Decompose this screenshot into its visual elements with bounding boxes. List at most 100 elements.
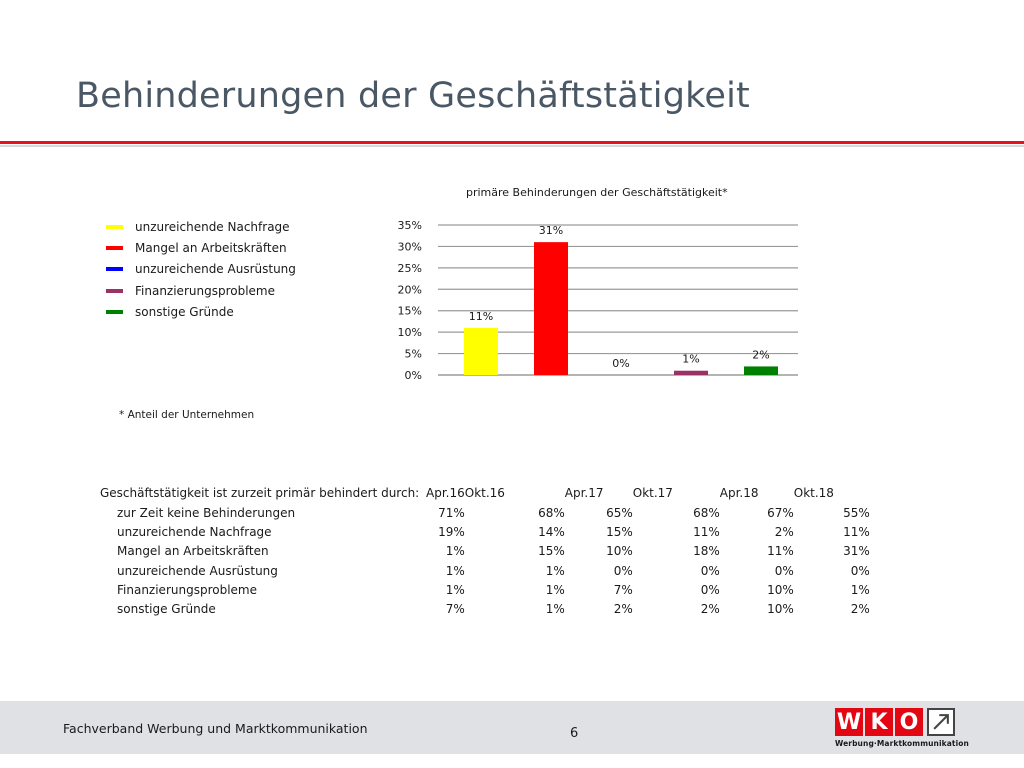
bar-chart: 0% 5% 10% 15% 20% 25% 30% 35% 11% 31% 0% 1% 2%: [398, 219, 798, 382]
table-cell: 2%: [850, 602, 870, 617]
legend-item: Mangel an Arbeitskräften: [106, 237, 296, 258]
table-cell: 31%: [843, 544, 870, 559]
table-cell: 14%: [538, 524, 565, 539]
footer: Fachverband Werbung und Marktkommunikati…: [0, 701, 1024, 754]
logo-letter: K: [865, 708, 893, 736]
footer-organization: Fachverband Werbung und Marktkommunikati…: [63, 721, 368, 736]
data-table: Geschäftstätigkeit ist zurzeit primär be…: [100, 483, 870, 619]
legend-swatch: [106, 245, 123, 250]
table-cell: 15%: [538, 544, 565, 559]
y-tick-label: 30%: [398, 240, 422, 253]
bar: [464, 327, 498, 375]
legend-item: sonstige Gründe: [106, 301, 296, 322]
table-cell: 1%: [545, 582, 565, 597]
row-label: sonstige Gründe: [117, 602, 216, 617]
table-row: unzureichende Ausrüstung 1% 1% 0% 0% 0% 0%: [100, 561, 870, 580]
legend-label: Mangel an Arbeitskräften: [135, 240, 287, 255]
table-cell: 55%: [843, 505, 870, 520]
table-cell: 1%: [445, 582, 465, 597]
column-header: Okt.17: [632, 486, 673, 500]
table-cell: 10%: [606, 544, 633, 559]
table-cell: 2%: [774, 524, 794, 539]
table-cell: 65%: [606, 505, 633, 520]
y-tick-label: 5%: [405, 348, 422, 361]
table-cell: 11%: [767, 544, 794, 559]
title-divider-red: [0, 141, 1024, 144]
arrow-icon: [927, 708, 955, 736]
data-label: 31%: [539, 224, 563, 237]
page-number: 6: [570, 726, 579, 741]
title-divider-grey: [0, 145, 1024, 147]
y-tick-label: 20%: [398, 283, 422, 296]
legend-item: Finanzierungsprobleme: [106, 280, 296, 301]
legend-swatch: [106, 288, 123, 293]
logo-subtitle: Werbung·Marktkommunikation: [835, 739, 969, 748]
column-header: Apr.16: [426, 486, 465, 500]
row-label: unzureichende Nachfrage: [117, 524, 272, 539]
table-cell: 68%: [538, 505, 565, 520]
table-cell: 68%: [693, 505, 720, 520]
table-cell: 1%: [850, 582, 870, 597]
table-caption: Geschäftstätigkeit ist zurzeit primär be…: [100, 486, 420, 500]
table-cell: 0%: [850, 563, 870, 578]
y-tick-label: 0%: [405, 369, 422, 382]
data-label: 11%: [469, 310, 493, 323]
table-row: unzureichende Nachfrage 19% 14% 15% 11% 2% 11%: [100, 522, 870, 541]
y-tick-label: 25%: [398, 262, 422, 275]
table-cell: 15%: [606, 524, 633, 539]
table-cell: 71%: [438, 505, 465, 520]
table-cell: 11%: [693, 524, 720, 539]
legend-swatch: [106, 267, 123, 272]
column-header: Apr.17: [564, 486, 604, 500]
legend-label: Finanzierungsprobleme: [135, 283, 275, 298]
bar: [744, 366, 778, 375]
data-label: 2%: [752, 348, 769, 361]
logo-letter: W: [835, 708, 863, 736]
table-cell: 0%: [700, 563, 720, 578]
table-cell: 0%: [700, 582, 720, 597]
row-label: unzureichende Ausrüstung: [117, 563, 278, 578]
column-header: Okt.16: [464, 486, 505, 500]
slide-title: Behinderungen der Geschäftstätigkeit: [76, 76, 750, 116]
table-cell: 19%: [438, 524, 465, 539]
legend-item: unzureichende Ausrüstung: [106, 259, 296, 280]
legend-label: unzureichende Nachfrage: [135, 219, 290, 234]
table-cell: 1%: [445, 544, 465, 559]
column-header: Apr.18: [719, 486, 759, 500]
table-row: Finanzierungsprobleme 1% 1% 7% 0% 10% 1%: [100, 580, 870, 599]
table-cell: 18%: [693, 544, 720, 559]
table-cell: 11%: [843, 524, 870, 539]
row-label: Mangel an Arbeitskräften: [117, 544, 269, 559]
y-tick-label: 10%: [398, 326, 422, 339]
bar: [674, 370, 708, 375]
table-header-row: Geschäftstätigkeit ist zurzeit primär be…: [100, 483, 870, 503]
table-cell: 7%: [445, 602, 465, 617]
legend-item: unzureichende Nachfrage: [106, 216, 296, 237]
wko-logo: W K O Werbung·Marktkommunikation: [835, 708, 969, 748]
chart-footnote: * Anteil der Unternehmen: [119, 409, 255, 421]
table-cell: 67%: [767, 505, 794, 520]
table-row: zur Zeit keine Behinderungen 71% 68% 65% 68%…: [100, 503, 870, 522]
row-label: Finanzierungsprobleme: [117, 582, 257, 597]
table-cell: 10%: [767, 602, 794, 617]
table-row: Mangel an Arbeitskräften 1% 15% 10% 18% 11% 31…: [100, 542, 870, 561]
data-label: 1%: [682, 353, 699, 366]
data-label: 0%: [612, 357, 629, 370]
table-cell: 10%: [767, 582, 794, 597]
row-label: zur Zeit keine Behinderungen: [117, 505, 296, 520]
logo-letter: O: [895, 708, 923, 736]
chart-legend: unzureichende Nachfrage Mangel an Arbeit…: [106, 216, 296, 322]
table-cell: 1%: [545, 602, 565, 617]
table-row: sonstige Gründe 7% 1% 2% 2% 10% 2%: [100, 599, 870, 618]
table-cell: 0%: [774, 563, 794, 578]
bar: [534, 242, 568, 375]
y-tick-label: 15%: [398, 305, 422, 318]
legend-swatch: [106, 309, 123, 314]
table-cell: 1%: [545, 563, 565, 578]
y-tick-label: 35%: [398, 219, 422, 232]
legend-label: unzureichende Ausrüstung: [135, 262, 296, 277]
legend-label: sonstige Gründe: [135, 304, 234, 319]
table-cell: 2%: [613, 602, 633, 617]
chart-title: primäre Behinderungen der Geschäftstätig…: [466, 186, 728, 199]
table-cell: 1%: [445, 563, 465, 578]
